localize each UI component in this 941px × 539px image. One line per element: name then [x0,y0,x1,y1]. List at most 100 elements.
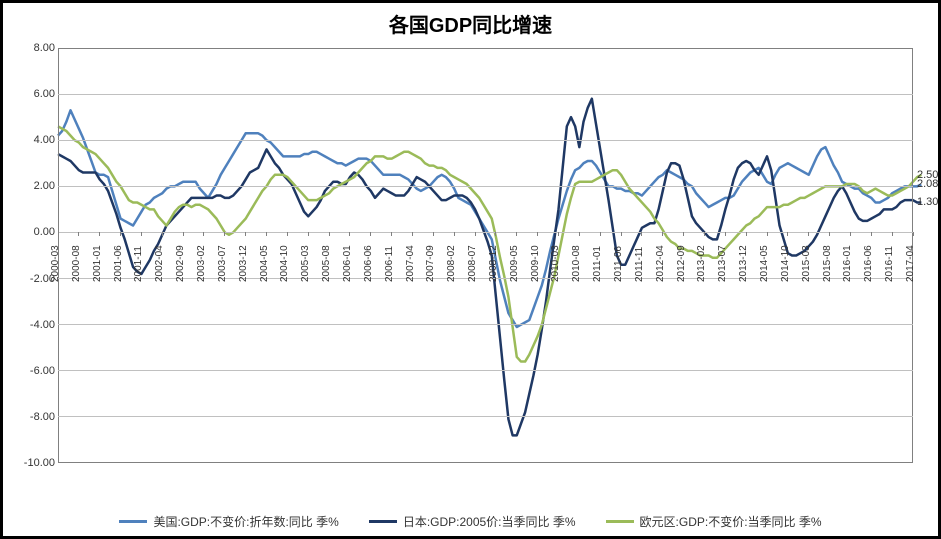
x-tick-label: 2009-05 [509,246,520,283]
x-tick-label: 2008-07 [467,246,478,283]
x-tick [266,232,267,236]
x-tick-label: 2006-06 [363,246,374,283]
x-tick-label: 2004-10 [279,246,290,283]
x-tick-label: 2000-08 [71,246,82,283]
y-tick-label: 8.00 [34,42,55,54]
x-tick-label: 2016-01 [842,246,853,283]
chart-title: 各国GDP同比增速 [3,9,938,38]
x-tick-label: 2013-02 [696,246,707,283]
x-tick [412,232,413,236]
x-tick-label: 2008-02 [446,246,457,283]
legend-swatch [369,520,397,523]
x-tick-label: 2017-04 [905,246,916,283]
x-tick [850,232,851,236]
y-tick-label: 4.00 [34,134,55,146]
x-tick-label: 2013-12 [738,246,749,283]
x-tick-label: 2010-08 [571,246,582,283]
x-tick [662,232,663,236]
series-end-label: 1.30 [917,196,938,208]
y-tick-label: 6.00 [34,88,55,100]
x-tick-label: 2015-08 [822,246,833,283]
chart-container: 各国GDP同比增速 美国:GDP:不变价:折年数:同比 季% 日本:GDP:200… [0,0,941,539]
x-tick-label: 2012-09 [676,246,687,283]
x-tick [641,232,642,236]
x-tick-label: 2003-12 [238,246,249,283]
series-end-label: 2.50 [917,169,938,181]
legend-item: 日本:GDP:2005价:当季同比 季% [369,513,576,530]
legend-label: 欧元区:GDP:不变价:当季同比 季% [640,513,822,530]
series-line [58,110,921,327]
x-tick [579,232,580,236]
x-tick-label: 2011-11 [634,247,645,282]
x-tick-label: 2007-09 [425,246,436,283]
x-tick-label: 2001-11 [133,246,144,282]
x-tick-label: 2001-06 [113,246,124,283]
x-tick-label: 2009-10 [530,246,541,283]
x-tick-label: 2004-05 [259,246,270,283]
x-tick-label: 2013-07 [717,246,728,283]
y-grid-line [58,324,913,325]
x-tick-label: 2000-03 [50,246,61,283]
x-tick-label: 2008-12 [488,246,499,283]
x-tick-label: 2010-03 [550,246,561,283]
y-grid-line [58,416,913,417]
x-tick-label: 2005-03 [300,246,311,283]
x-tick [871,232,872,236]
x-tick-label: 2012-04 [655,246,666,283]
x-tick [370,232,371,236]
x-tick [391,232,392,236]
x-tick [787,232,788,236]
legend-swatch [119,520,147,523]
x-tick-label: 2016-11 [884,246,895,282]
x-tick [683,232,684,236]
y-tick-label: -4.00 [30,319,55,331]
x-tick [308,232,309,236]
y-grid-line [58,370,913,371]
y-grid-line [58,94,913,95]
legend-label: 日本:GDP:2005价:当季同比 季% [403,513,576,530]
x-tick-label: 2002-04 [154,246,165,283]
x-tick-label: 2003-07 [217,246,228,283]
legend-label: 美国:GDP:不变价:折年数:同比 季% [153,513,338,530]
x-tick [516,232,517,236]
x-tick [183,232,184,236]
x-tick-label: 2016-06 [863,246,874,283]
y-tick-label: 0.00 [34,226,55,238]
x-tick [475,232,476,236]
x-tick [141,232,142,236]
x-tick-label: 2001-01 [92,246,103,283]
x-tick-label: 2014-10 [780,246,791,283]
x-tick [203,232,204,236]
legend-item: 美国:GDP:不变价:折年数:同比 季% [119,513,338,530]
x-tick [120,232,121,236]
x-tick-label: 2011-06 [613,246,624,282]
x-tick [58,232,59,236]
x-tick-label: 2011-01 [592,246,603,282]
y-grid-line [58,232,913,233]
x-tick [245,232,246,236]
x-tick [329,232,330,236]
x-tick [287,232,288,236]
x-tick [495,232,496,236]
x-tick [78,232,79,236]
x-tick [99,232,100,236]
x-tick [433,232,434,236]
x-tick-label: 2003-02 [196,246,207,283]
x-tick [808,232,809,236]
legend-item: 欧元区:GDP:不变价:当季同比 季% [606,513,822,530]
y-tick-label: -8.00 [30,411,55,423]
y-grid-line [58,140,913,141]
x-tick [621,232,622,236]
x-tick [829,232,830,236]
legend-swatch [606,520,634,523]
x-tick-label: 2007-04 [405,246,416,283]
series-line [58,126,921,361]
x-tick [704,232,705,236]
x-tick-label: 2006-01 [342,246,353,283]
y-tick-label: 2.00 [34,180,55,192]
x-tick [349,232,350,236]
x-tick [162,232,163,236]
x-tick-label: 2014-05 [759,246,770,283]
x-tick [892,232,893,236]
x-tick [746,232,747,236]
